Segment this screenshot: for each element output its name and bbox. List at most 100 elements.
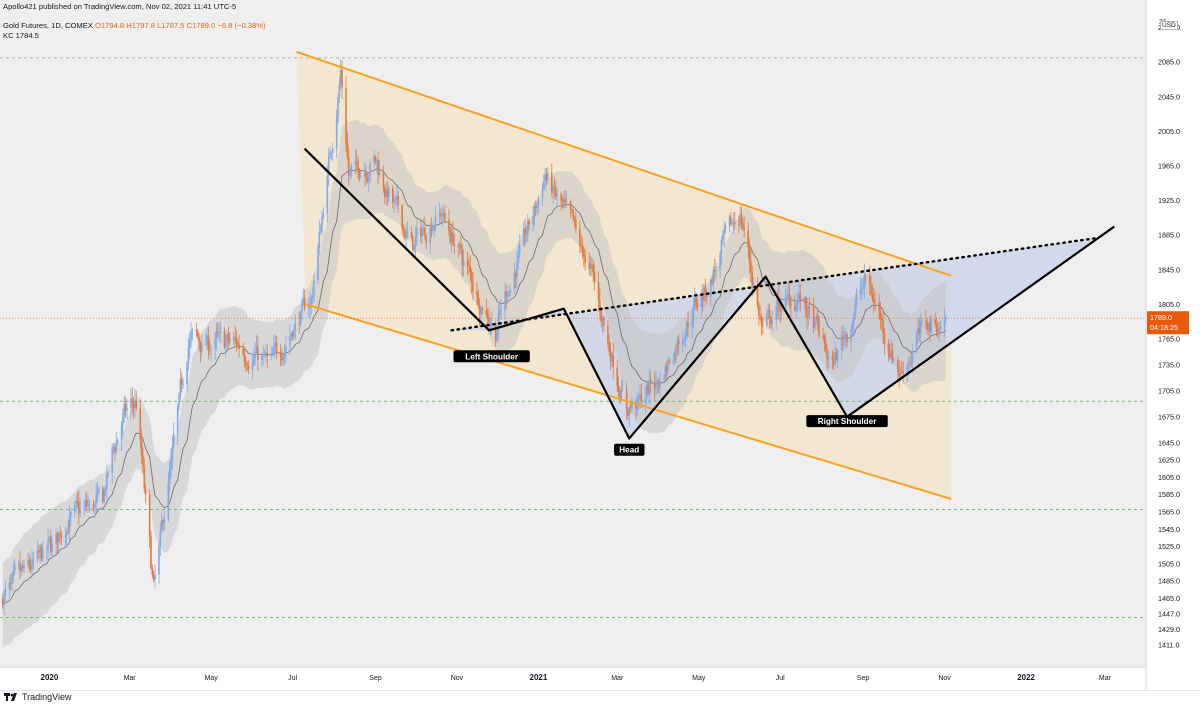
candle-body: [485, 310, 488, 315]
candle-body: [377, 160, 379, 176]
candle-body: [143, 466, 146, 489]
candle-body: [238, 345, 240, 349]
candle-body: [787, 293, 790, 295]
candle-body: [812, 307, 815, 328]
candle: [579, 220, 581, 253]
candle: [167, 472, 170, 522]
candle-body: [111, 446, 114, 473]
candle-body: [331, 148, 334, 153]
candle-body: [619, 390, 621, 400]
candle: [719, 251, 721, 279]
candle: [681, 331, 684, 353]
symbol-name[interactable]: Gold Futures, 1D, COMEX: [3, 21, 93, 30]
time-tick-label: May: [204, 675, 218, 682]
candle-body: [561, 200, 564, 202]
candle-body: [96, 491, 99, 495]
candle-body: [534, 206, 537, 208]
candle: [338, 76, 341, 103]
candle-body: [711, 279, 713, 284]
candle-body: [116, 439, 119, 444]
candle-body: [144, 488, 147, 495]
price-axis-background[interactable]: [1146, 0, 1200, 690]
candle-body: [375, 160, 378, 162]
candle: [78, 490, 80, 526]
candle-body: [56, 533, 59, 542]
candle: [180, 372, 183, 393]
candle-body: [246, 365, 248, 367]
candle-body: [738, 223, 740, 225]
candle: [444, 205, 446, 224]
candle: [840, 325, 843, 360]
candle-body: [581, 245, 584, 249]
candle-body: [412, 236, 414, 251]
indicator-legend[interactable]: KC 1784.5: [3, 31, 39, 40]
candle-body: [257, 346, 259, 360]
candle-body: [554, 187, 557, 197]
candle-body: [748, 247, 751, 262]
candle-body: [937, 332, 939, 334]
candle-body: [450, 232, 453, 243]
candle-body: [536, 204, 538, 208]
candle: [326, 164, 329, 223]
candle: [457, 242, 460, 258]
candle: [556, 188, 558, 207]
candle: [685, 320, 688, 341]
candle: [536, 201, 538, 214]
candle-body: [414, 237, 417, 246]
candle: [420, 221, 422, 244]
candle-body: [326, 175, 329, 214]
candle-body: [673, 351, 676, 361]
candle: [87, 495, 89, 512]
candle-body: [684, 337, 687, 340]
channel-upper-line: [296, 50, 952, 277]
candle: [68, 504, 71, 544]
candle-body: [728, 216, 731, 226]
candle-body: [107, 472, 110, 474]
candle: [656, 376, 659, 394]
candle-body: [254, 353, 256, 359]
candle: [458, 241, 461, 254]
time-tick-label: Mar: [611, 675, 624, 682]
candle: [208, 339, 211, 355]
candle-body: [359, 176, 362, 178]
candle: [148, 489, 151, 548]
candle-body: [214, 338, 216, 349]
candle-body: [822, 335, 824, 337]
candle-body: [131, 398, 134, 402]
candle: [111, 443, 114, 485]
candle-body: [366, 177, 369, 181]
candle-body: [840, 335, 843, 351]
pattern-label: Head: [614, 443, 645, 456]
candle-body: [365, 172, 367, 178]
candle-body: [461, 249, 464, 266]
time-axis-background[interactable]: [0, 667, 1146, 690]
candle: [823, 333, 826, 352]
candle-body: [767, 309, 770, 314]
candle-body: [311, 295, 314, 298]
candle-body: [57, 533, 60, 542]
candle: [319, 224, 322, 235]
candle-body: [170, 459, 172, 471]
candle-body: [775, 305, 778, 321]
tradingview-logo[interactable]: TradingView: [4, 692, 72, 702]
candle-body: [255, 346, 258, 354]
candle-body: [126, 407, 128, 411]
candle: [768, 304, 771, 330]
candle: [274, 334, 277, 356]
candle: [477, 288, 480, 309]
candle: [257, 336, 259, 372]
candle-body: [347, 156, 350, 176]
candle-body: [123, 403, 126, 415]
candle: [784, 285, 787, 314]
candle: [349, 168, 351, 181]
time-tick-label: May: [692, 675, 706, 682]
candle-body: [835, 352, 838, 361]
currency-label[interactable]: USD: [1160, 21, 1178, 30]
candle: [918, 318, 921, 342]
candle: [528, 218, 530, 232]
candle: [489, 316, 492, 336]
candle: [421, 224, 423, 244]
candle: [227, 326, 230, 349]
candle: [386, 180, 389, 207]
candle-body: [784, 296, 787, 306]
